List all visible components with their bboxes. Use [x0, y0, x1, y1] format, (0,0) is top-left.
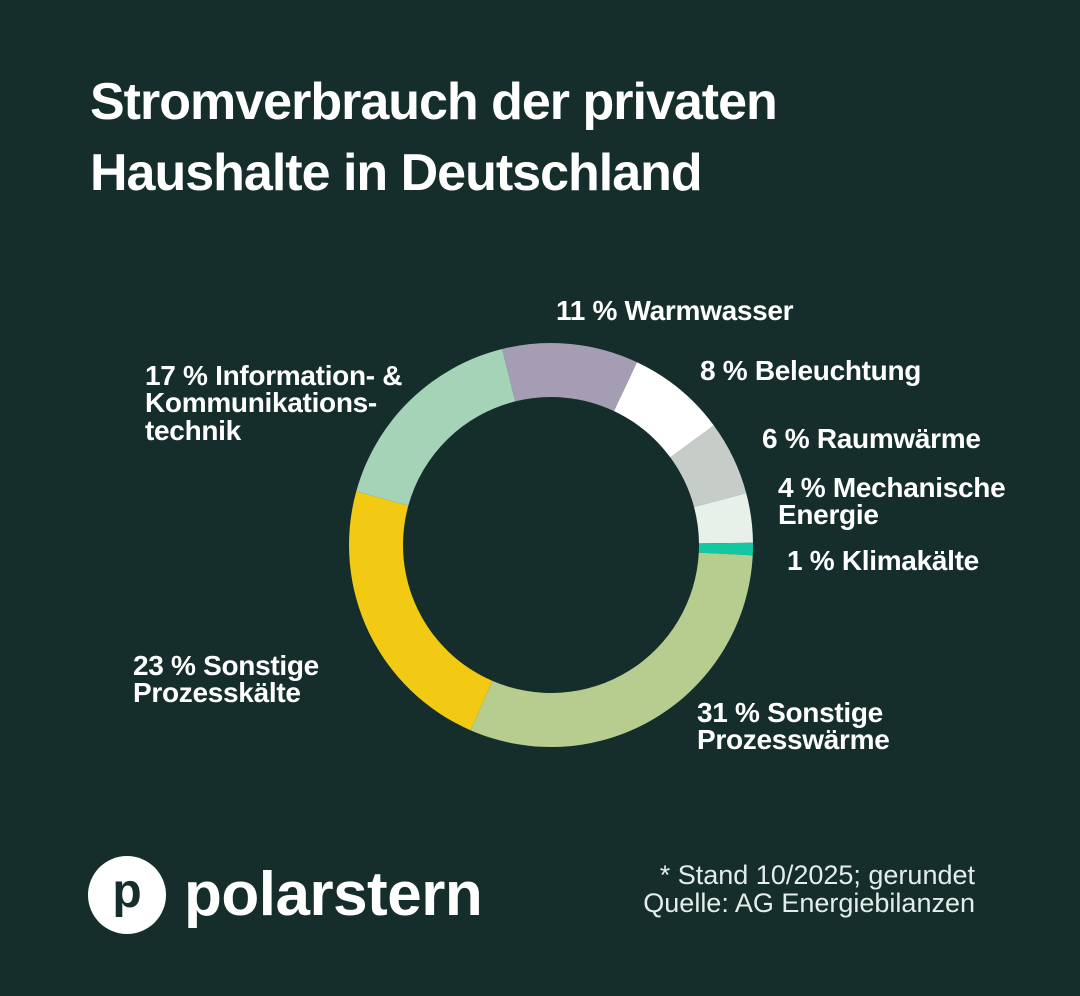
chart-label-warmwasser: 11 % Warmwasser	[556, 295, 794, 326]
brand-logo: p polarstern	[88, 856, 483, 934]
logo-letter: p	[112, 865, 142, 918]
donut-segment-raumwaerme	[670, 425, 747, 507]
donut-segment-mechanische-energie	[694, 493, 753, 544]
chart-label-sonstige-prozesswaerme: 31 % Sonstige Prozesswärme	[697, 697, 890, 756]
chart-label-beleuchtung: 8 % Beleuchtung	[700, 355, 922, 386]
source-note-line1: * Stand 10/2025; gerundet	[659, 860, 975, 890]
donut-segment-beleuchtung	[614, 362, 714, 458]
chart-label-klimakaelte: 1 % Klimakälte	[787, 545, 979, 576]
page-title: Stromverbrauch der privaten Haushalte in…	[90, 73, 778, 203]
donut-segment-sonstige-prozesswaerme	[470, 552, 753, 748]
donut-segment-klimakaelte	[698, 542, 754, 556]
donut-chart	[346, 340, 756, 750]
chart-label-information-kommunikationstechnik: 17 % Information- & Kommunikations- tech…	[145, 360, 403, 446]
chart-label-sonstige-prozesskaelte: 23 % Sonstige Prozesskälte	[133, 650, 319, 709]
source-note: * Stand 10/2025; gerundet Quelle: AG Ene…	[643, 861, 975, 918]
brand-name: polarstern	[184, 860, 483, 929]
donut-segment-sonstige-prozesskaelte	[349, 491, 493, 731]
chart-label-mechanische-energie: 4 % Mechanische Energie	[778, 472, 1006, 531]
donut-chart-svg	[349, 343, 754, 748]
donut-segment-warmwasser	[502, 343, 638, 412]
chart-label-raumwaerme: 6 % Raumwärme	[762, 423, 981, 454]
source-note-line2: Quelle: AG Energiebilanzen	[643, 888, 975, 919]
donut-segment-information-kommunikationstechnik	[356, 349, 516, 506]
polarstern-logo-icon: p	[88, 856, 166, 934]
